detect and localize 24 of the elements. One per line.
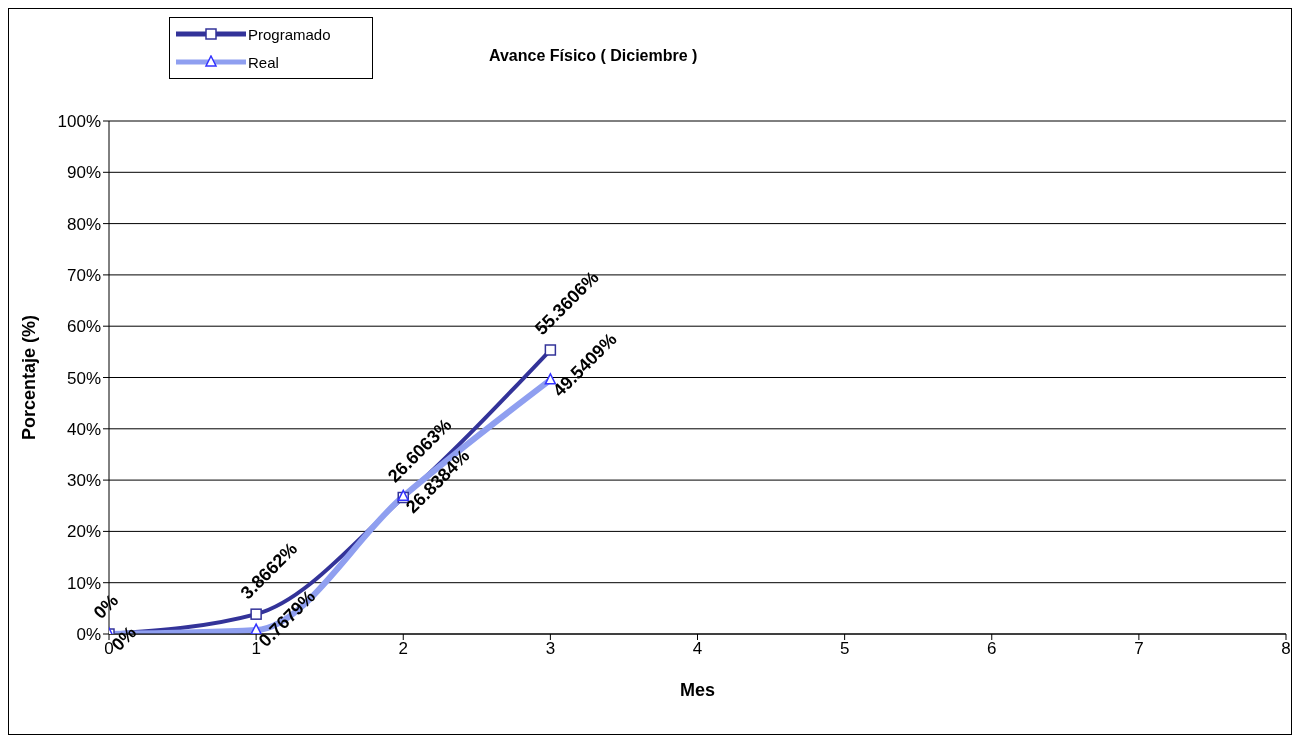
legend-label: Real [248,53,279,71]
y-tick-label: 0% [76,625,101,645]
y-tick-label: 90% [66,163,101,183]
y-tick-label: 10% [66,573,101,593]
x-tick-label: 8 [1281,639,1291,659]
chart-title: Avance Físico ( Diciembre ) [489,47,698,65]
y-tick-label: 50% [66,368,101,388]
x-tick-label: 5 [839,639,850,659]
y-tick-label: 70% [66,265,101,285]
x-tick-label: 4 [692,639,703,659]
x-tick-label: 7 [1134,639,1144,659]
y-tick-label: 40% [66,419,101,439]
x-tick-label: 3 [545,639,556,659]
x-tick-label: 2 [398,639,408,659]
y-tick-label: 80% [66,214,101,234]
legend-label: Programado [248,25,331,43]
y-tick-label: 20% [66,522,101,542]
y-tick-label: 60% [66,317,101,337]
y-axis-title: Porcentaje (%) [19,314,40,441]
y-tick-label: 30% [66,471,101,491]
y-tick-label: 100% [57,112,101,132]
data-label: 0% [89,590,123,623]
x-axis-title: Mes [679,680,716,700]
x-tick-label: 6 [987,639,997,659]
